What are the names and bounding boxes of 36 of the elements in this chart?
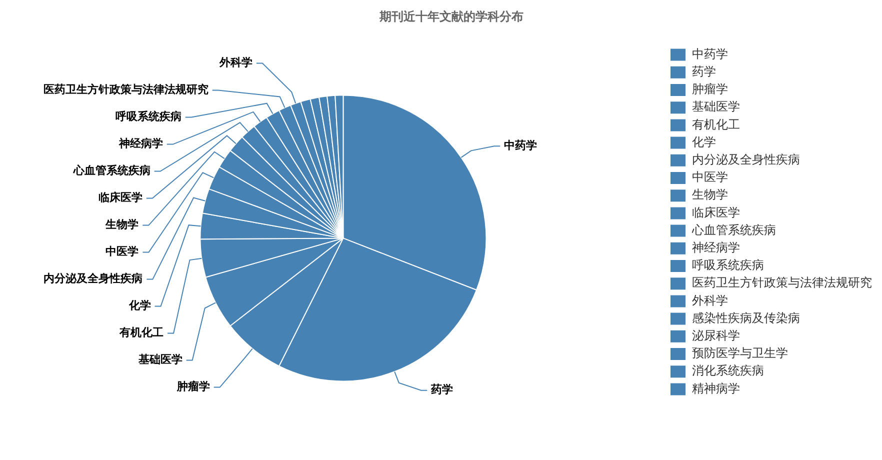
legend-label: 泌尿科学 — [692, 328, 740, 343]
slice-label: 内分泌及全身性疾病 — [44, 272, 143, 286]
slice-label: 肿瘤学 — [176, 380, 210, 394]
slice-label: 心血管系统疾病 — [72, 164, 150, 178]
slice-label: 生物学 — [104, 218, 139, 232]
legend-label: 基础医学 — [692, 100, 740, 114]
slice-label: 基础医学 — [137, 353, 182, 366]
legend-label: 预防医学与卫生学 — [692, 346, 788, 360]
legend-label: 消化系统疾病 — [692, 364, 764, 378]
legend-label: 有机化工 — [692, 117, 740, 132]
slice-label: 化学 — [128, 299, 151, 312]
slice-label: 神经病学 — [118, 137, 163, 150]
legend-label: 精神病学 — [692, 381, 740, 396]
slice-label: 药学 — [430, 383, 454, 396]
legend-label: 心血管系统疾病 — [691, 222, 776, 237]
legend-label: 内分泌及全身性疾病 — [692, 152, 800, 167]
legend-label: 感染性疾病及传染病 — [692, 310, 800, 325]
legend-label: 化学 — [692, 134, 716, 149]
legend-label: 临床医学 — [692, 205, 740, 220]
legend-label: 中医学 — [692, 170, 728, 184]
legend-label: 医药卫生方针政策与法律法规研究 — [692, 276, 872, 290]
slice-label: 临床医学 — [98, 191, 142, 204]
legend-label: 生物学 — [692, 188, 728, 202]
legend-label: 呼吸系统疾病 — [692, 258, 764, 272]
legend-label: 外科学 — [692, 293, 728, 308]
slice-label: 中医学 — [106, 245, 139, 258]
slice-label: 呼吸系统疾病 — [115, 110, 182, 124]
slice-label: 医药卫生方针政策与法律法规研究 — [43, 83, 208, 96]
slice-label: 中药学 — [504, 139, 538, 152]
slice-label: 外科学 — [218, 56, 252, 70]
legend-label: 肿瘤学 — [692, 82, 728, 96]
legend-label: 中药学 — [692, 46, 728, 61]
legend-label: 神经病学 — [692, 240, 740, 255]
chart-title: 期刊近十年文献的学科分布 — [378, 9, 524, 24]
legend-label: 药学 — [692, 64, 716, 79]
slice-label: 有机化工 — [118, 326, 164, 340]
